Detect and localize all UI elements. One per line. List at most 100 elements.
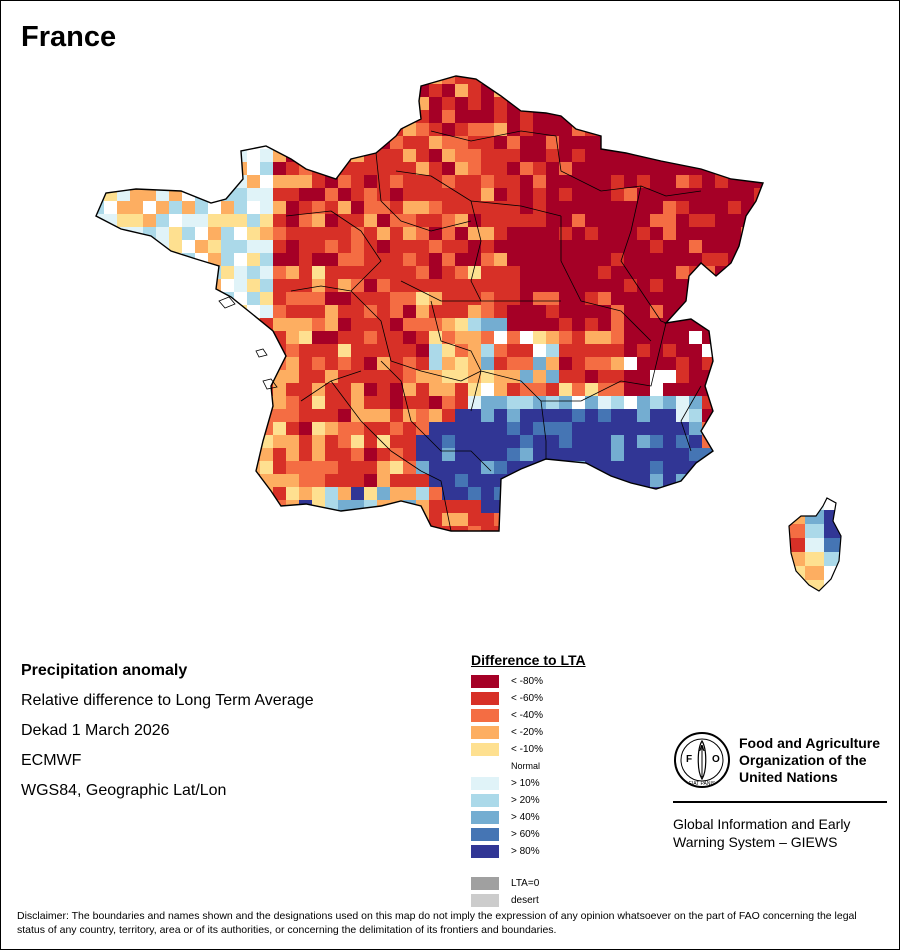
grid-cell: [169, 214, 182, 227]
grid-cell: [416, 97, 429, 110]
grid-cell: [377, 318, 390, 331]
grid-cell: [117, 279, 130, 292]
grid-cell: [663, 331, 676, 344]
grid-cell: [715, 279, 728, 292]
grid-cell: [455, 318, 468, 331]
grid-cell: [377, 123, 390, 136]
grid-cell: [572, 513, 585, 526]
grid-cell: [624, 266, 637, 279]
grid-cell: [221, 76, 234, 84]
grid-cell: [702, 292, 715, 305]
grid-cell: [572, 279, 585, 292]
grid-cell: [299, 266, 312, 279]
grid-cell: [273, 279, 286, 292]
grid-cell: [585, 474, 598, 487]
map-title: France: [21, 21, 117, 53]
grid-cell: [507, 201, 520, 214]
grid-cell: [468, 76, 481, 84]
grid-cell: [182, 500, 195, 513]
grid-cell: [468, 214, 481, 227]
grid-cell: [442, 292, 455, 305]
grid-cell: [507, 240, 520, 253]
grid-cell: [325, 305, 338, 318]
grid-cell: [208, 357, 221, 370]
grid-cell: [208, 149, 221, 162]
grid-cell: [494, 110, 507, 123]
grid-cell: [468, 149, 481, 162]
grid-cell: [247, 149, 260, 162]
grid-cell: [663, 383, 676, 396]
grid-cell: [208, 240, 221, 253]
grid-cell: [312, 305, 325, 318]
grid-cell: [520, 448, 533, 461]
grid-cell: [546, 110, 559, 123]
grid-cell: [325, 513, 338, 526]
grid-cell: [390, 292, 403, 305]
grid-cell: [572, 526, 585, 531]
grid-cell: [520, 188, 533, 201]
grid-cell: [624, 526, 637, 531]
grid-cell: [195, 422, 208, 435]
grid-cell: [299, 448, 312, 461]
grid-cell: [338, 474, 351, 487]
grid-cell: [572, 370, 585, 383]
grid-cell: [364, 201, 377, 214]
grid-cell: [403, 422, 416, 435]
grid-cell: [221, 357, 234, 370]
grid-cell: [494, 383, 507, 396]
grid-cell: [572, 292, 585, 305]
grid-cell: [650, 136, 663, 149]
grid-cell: [637, 513, 650, 526]
grid-cell: [208, 175, 221, 188]
grid-cell: [247, 279, 260, 292]
grid-cell: [481, 97, 494, 110]
grid-cell: [312, 435, 325, 448]
grid-cell: [585, 162, 598, 175]
grid-cell: [468, 279, 481, 292]
grid-cell: [234, 188, 247, 201]
grid-cell: [117, 266, 130, 279]
grid-cell: [754, 448, 763, 461]
grid-cell: [442, 123, 455, 136]
grid-cell: [611, 240, 624, 253]
grid-cell: [364, 305, 377, 318]
grid-cell: [494, 201, 507, 214]
grid-cell: [208, 318, 221, 331]
grid-cell: [390, 76, 403, 84]
grid-cell: [663, 136, 676, 149]
legend-swatch: [471, 777, 499, 790]
grid-cell: [572, 136, 585, 149]
grid-cell: [598, 513, 611, 526]
grid-cell: [728, 110, 741, 123]
grid-cell: [494, 162, 507, 175]
grid-cell: [481, 292, 494, 305]
grid-cell: [403, 487, 416, 500]
grid-cell: [130, 279, 143, 292]
grid-cell: [325, 97, 338, 110]
grid-cell: [169, 97, 182, 110]
grid-cell: [559, 474, 572, 487]
grid-cell: [572, 487, 585, 500]
grid-cell: [195, 344, 208, 357]
legend-label: > 20%: [511, 795, 540, 806]
grid-cell: [182, 110, 195, 123]
grid-cell: [338, 240, 351, 253]
grid-cell: [663, 396, 676, 409]
grid-cell: [182, 409, 195, 422]
grid-cell: [789, 498, 805, 510]
grid-cell: [195, 123, 208, 136]
grid-cell: [377, 201, 390, 214]
grid-cell: [364, 97, 377, 110]
grid-cell: [96, 435, 104, 448]
grid-cell: [689, 383, 702, 396]
grid-cell: [96, 474, 104, 487]
grid-cell: [234, 344, 247, 357]
grid-cell: [494, 305, 507, 318]
grid-cell: [637, 370, 650, 383]
grid-cell: [416, 487, 429, 500]
grid-cell: [273, 318, 286, 331]
grid-cell: [169, 318, 182, 331]
grid-cell: [702, 253, 715, 266]
info-line-period: Dekad 1 March 2026: [21, 722, 170, 739]
grid-cell: [728, 500, 741, 513]
